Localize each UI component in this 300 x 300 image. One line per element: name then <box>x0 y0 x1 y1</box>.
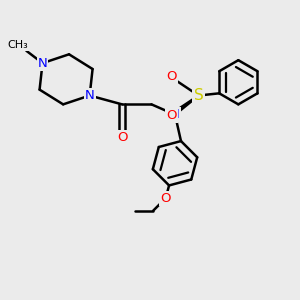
Text: O: O <box>160 192 171 205</box>
Text: O: O <box>117 131 127 144</box>
Text: O: O <box>166 109 176 122</box>
Text: S: S <box>194 88 203 103</box>
Text: N: N <box>38 57 47 70</box>
Text: N: N <box>85 89 94 102</box>
Text: N: N <box>170 108 180 121</box>
Text: O: O <box>166 70 176 83</box>
Text: CH₃: CH₃ <box>8 40 29 50</box>
